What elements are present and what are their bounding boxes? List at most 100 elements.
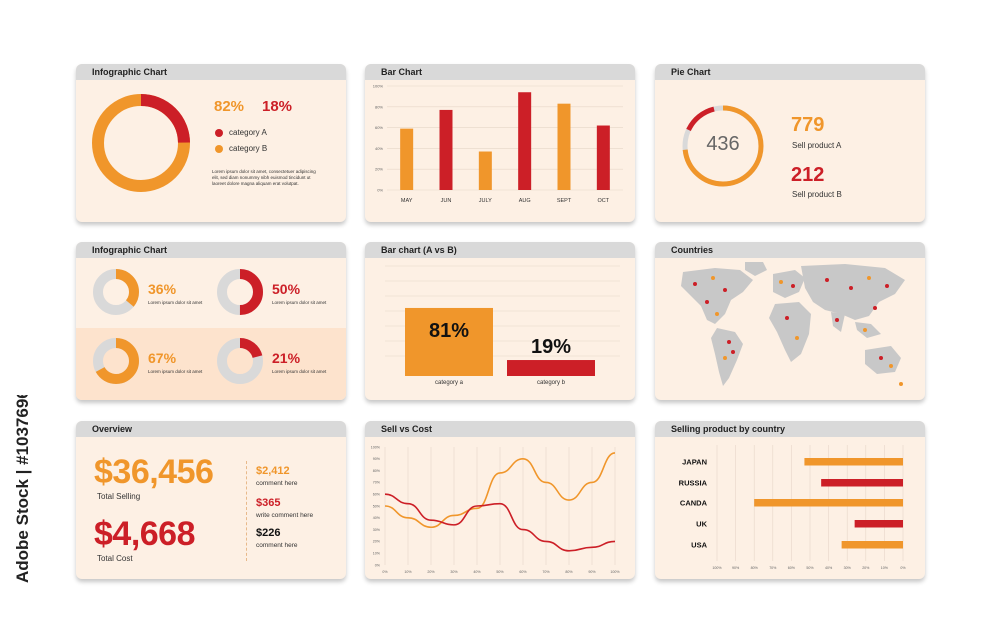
stat-3-label: comment here [256, 542, 298, 549]
legend-dot-b [215, 145, 223, 153]
mini-donut-1 [93, 269, 139, 315]
x-tick-label: 50% [496, 570, 504, 574]
x-tick-label: 100% [712, 566, 722, 570]
mini-pct-3: 67% [148, 350, 177, 366]
y-tick-label: 0% [377, 188, 383, 193]
x-tick-label: 10% [881, 566, 889, 570]
series-line [384, 493, 616, 552]
y-tick-label: 30% [373, 528, 381, 532]
total-cost-label: Total Cost [97, 554, 133, 563]
x-tick-label: 80% [751, 566, 759, 570]
card-bar-a-vs-b: Bar chart (A vs B) 81% 19% category a ca… [365, 242, 635, 400]
africa [769, 302, 811, 362]
southeast-asia [855, 322, 881, 338]
card-title: Pie Chart [655, 64, 925, 80]
y-tick-label: 80% [375, 104, 383, 109]
card-title: Infographic Chart [76, 64, 346, 80]
card-infographic-quad: Infographic Chart 36% Lorem ipsum dolor … [76, 242, 346, 400]
x-tick-label: SEPT [557, 198, 572, 204]
y-tick-label: 80% [373, 469, 381, 473]
bar-chart-monthly: 0% 20% 40% 60% 80% 100% MAY JUN JULY AUG SEPT OCT [373, 84, 623, 204]
x-tick-label: 80% [565, 570, 573, 574]
hbar-chart-countries: 100% 90% 80% 70% 60% 50% 40% 30% 20% 10% 0% JAPAN RU… [679, 445, 906, 570]
x-tick-label: 0% [382, 570, 388, 574]
north-america [681, 268, 753, 324]
y-tick-label: 20% [375, 167, 383, 172]
divider [246, 461, 247, 561]
stat-2-value: $365 [256, 497, 281, 509]
x-tick-label: JUN [441, 198, 452, 204]
stat-3-value: $226 [256, 527, 281, 539]
bar [804, 458, 903, 466]
stat-1-value: $2,412 [256, 465, 290, 477]
mini-text-1: Lorem ipsum dolor sit amet [148, 300, 203, 305]
total-selling-label: Total Selling [97, 492, 141, 501]
y-tick-label: 60% [375, 125, 383, 130]
y-tick-label: 60% [373, 493, 381, 497]
total-cost-value: $4,668 [94, 515, 196, 553]
mini-pct-2: 50% [272, 281, 301, 297]
card-title: Bar chart (A vs B) [365, 242, 635, 258]
y-tick-label: 20% [373, 540, 381, 544]
stat-1-label: comment here [256, 480, 298, 487]
card-bar-chart: Bar Chart 0% 20% 40% 60% 80% 100% MAY JUN JULY AU… [365, 64, 635, 222]
legend-dot-a [215, 129, 223, 137]
x-tick-label: 50% [806, 566, 814, 570]
mini-text-2: Lorem ipsum dolor sit amet [272, 300, 327, 305]
mini-donut-3 [93, 338, 139, 384]
bar [405, 307, 493, 376]
line-chart-sell-vs-cost: 0% 10% 20% 30% 40% 50% 60% 70% 80% 90% 100% 0% 10% 20… [371, 445, 621, 574]
mini-text-3: Lorem ipsum dolor sit amet [148, 369, 203, 374]
category-label: JAPAN [682, 458, 707, 467]
x-tick-label: 90% [732, 566, 740, 570]
legend-label-a: category A [229, 128, 267, 137]
x-tick-label: 10% [404, 570, 412, 574]
y-tick-label: 100% [373, 84, 384, 89]
bar [754, 499, 903, 507]
x-tick-label: 70% [542, 570, 550, 574]
asia [801, 264, 905, 320]
europe [773, 270, 805, 298]
label-b: category b [536, 380, 566, 386]
watermark: Adobe Stock | #1037696230 [13, 395, 32, 583]
label-a: category a [434, 380, 464, 386]
y-tick-label: 10% [373, 552, 381, 556]
card-title: Infographic Chart [76, 242, 346, 258]
ring-chart [682, 105, 764, 187]
mini-donut-2 [217, 269, 263, 315]
category-label: USA [691, 541, 707, 550]
pct-b: 18% [262, 98, 293, 115]
value-b: 19% [530, 336, 572, 358]
ring-center-value: 436 [706, 133, 740, 155]
x-tick-label: 60% [519, 570, 527, 574]
south-america [711, 328, 743, 386]
y-tick-label: 90% [373, 457, 381, 461]
card-overview: Overview $36,456 Total Selling $4,668 To… [76, 421, 346, 579]
y-tick-label: 40% [375, 146, 383, 151]
x-tick-label: 0% [900, 566, 906, 570]
bar [478, 151, 492, 190]
pct-a: 82% [214, 98, 245, 115]
watermark-text: Adobe Stock | #1037696230 [13, 395, 32, 583]
x-tick-label: 20% [427, 570, 435, 574]
bar [557, 103, 571, 190]
x-tick-label: AUG [519, 198, 531, 204]
donut-segment-b [92, 94, 190, 192]
x-tick-label: 70% [769, 566, 777, 570]
category-label: CANDA [680, 499, 708, 508]
card-countries-map: Countries [655, 242, 925, 400]
bar [507, 360, 595, 376]
world-map [681, 262, 905, 386]
australia [865, 346, 901, 374]
y-tick-label: 50% [373, 504, 381, 508]
y-tick-label: 40% [373, 516, 381, 520]
bar-chart-a-vs-b [385, 265, 620, 376]
legend-label-b: category B [229, 144, 268, 153]
x-tick-label: OCT [598, 198, 610, 204]
card-title: Countries [655, 242, 925, 258]
x-tick-label: 40% [473, 570, 481, 574]
bar [841, 541, 903, 549]
mini-pct-4: 21% [272, 350, 301, 366]
bar [821, 479, 903, 487]
y-tick-label: 70% [373, 481, 381, 485]
